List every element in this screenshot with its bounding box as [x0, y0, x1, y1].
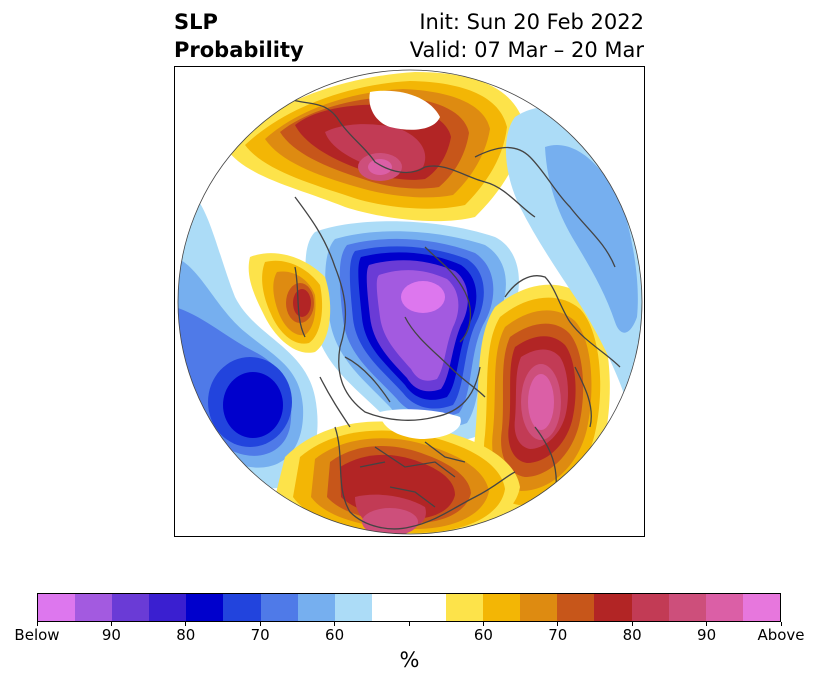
- colorbar-swatch: [594, 594, 632, 621]
- arctic-low-anomaly: [305, 221, 519, 442]
- probability-map: [174, 66, 645, 537]
- colorbar-swatch: [668, 594, 706, 621]
- init-date: Init: Sun 20 Feb 2022: [419, 10, 644, 34]
- colorbar-swatch: [631, 594, 669, 621]
- colorbar-tick-label: 90: [697, 626, 717, 644]
- colorbar-swatch: [149, 594, 187, 621]
- colorbar-swatch: [260, 594, 298, 621]
- colorbar-tick-label: 80: [176, 626, 196, 644]
- colorbar-unit-label: %: [399, 648, 420, 672]
- atlantic-high-anomaly: [474, 284, 610, 517]
- colorbar-swatch: [112, 594, 150, 621]
- colorbar-tick-label: 70: [250, 626, 270, 644]
- coastlines: [284, 96, 621, 530]
- colorbar-swatch: [446, 594, 484, 621]
- colorbar-tick-label: 60: [325, 626, 345, 644]
- colorbar-swatch: [520, 594, 558, 621]
- colorbar-tick-mark: [631, 622, 633, 626]
- colorbar-swatch: [742, 594, 780, 621]
- projection-boundary: [177, 69, 643, 535]
- colorbar-tick-label: Below: [14, 626, 60, 644]
- colorbar-swatch: [705, 594, 743, 621]
- colorbar-swatch: [334, 594, 372, 621]
- colorbar-swatch: [557, 594, 595, 621]
- title-right: Init: Sun 20 Feb 2022 Valid: 07 Mar – 20…: [410, 8, 644, 64]
- colorbar-tick-mark: [259, 622, 261, 626]
- colorbar-swatch: [38, 594, 76, 621]
- north-america-high-anomaly: [275, 409, 520, 534]
- title-quantity: Probability: [174, 38, 304, 62]
- colorbar-swatch: [223, 594, 261, 621]
- title-variable: SLP: [174, 10, 218, 34]
- colorbar-tick-label: Above: [757, 626, 805, 644]
- colorbar-tick-mark: [334, 622, 336, 626]
- eurasia-high-anomaly: [225, 72, 525, 222]
- colorbar-tick-mark: [110, 622, 112, 626]
- colorbar-tick-mark: [482, 622, 484, 626]
- colorbar-tick-mark: [557, 622, 559, 626]
- colorbar-tick-label: 90: [101, 626, 121, 644]
- colorbar-swatch: [297, 594, 335, 621]
- colorbar-tick-mark: [36, 622, 38, 626]
- colorbar-swatch: [75, 594, 113, 621]
- colorbar-tick-label: 60: [473, 626, 493, 644]
- colorbar-swatch: [186, 594, 224, 621]
- colorbar-swatch: [408, 594, 447, 621]
- valid-range: Valid: 07 Mar – 20 Mar: [409, 38, 644, 62]
- colorbar-tick-mark: [706, 622, 708, 626]
- colorbar-swatch: [483, 594, 521, 621]
- colorbar-tick-mark: [780, 622, 782, 626]
- colorbar-swatch: [371, 594, 409, 621]
- colorbar-tick-mark: [185, 622, 187, 626]
- colorbar-tick-label: 70: [548, 626, 568, 644]
- colorbar: [37, 593, 781, 622]
- map-canvas: [177, 69, 643, 535]
- title-left: SLP Probability: [174, 8, 304, 64]
- colorbar-tick-mark: [408, 622, 410, 626]
- greenland-high-anomaly: [248, 253, 331, 353]
- colorbar-tick-label: 80: [622, 626, 642, 644]
